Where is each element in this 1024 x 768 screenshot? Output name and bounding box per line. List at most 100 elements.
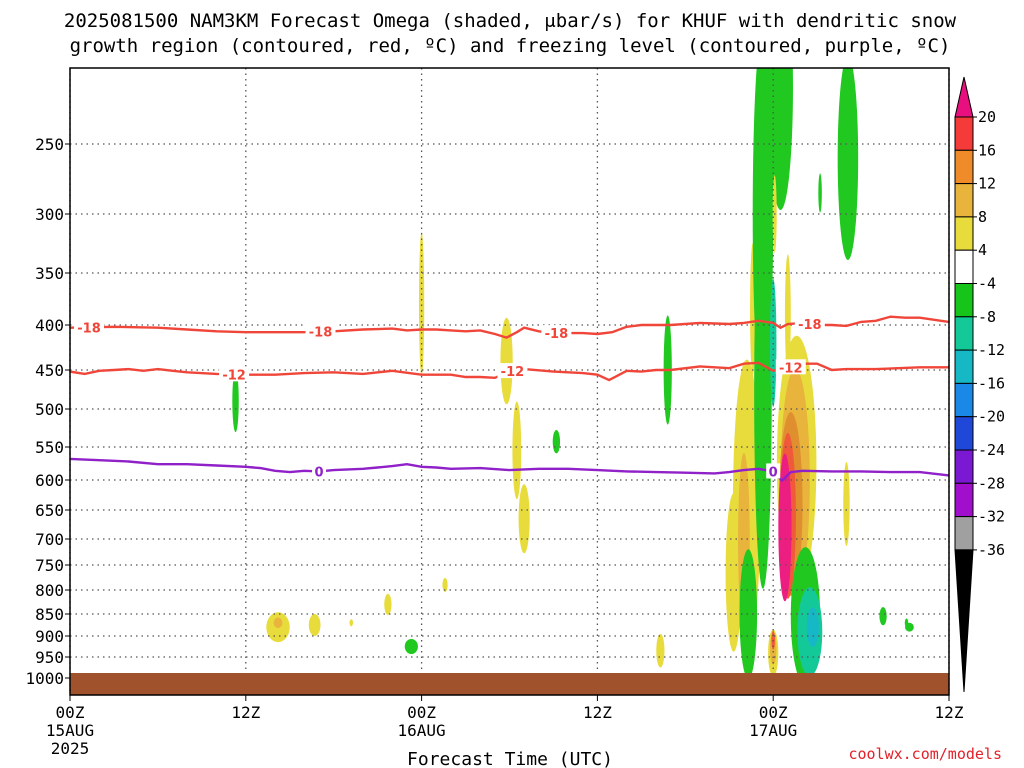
dgz-minus12-contour-label: -12	[779, 361, 803, 376]
omega-blob	[349, 619, 354, 627]
colorbar-bottom-arrow	[954, 549, 974, 693]
colorbar-band	[954, 216, 974, 251]
omega-blob	[308, 614, 321, 636]
x-tick-label: 00Z	[407, 703, 436, 722]
colorbar-band	[954, 316, 974, 351]
colorbar-top-arrow	[954, 76, 974, 118]
omega-blob	[784, 254, 791, 375]
omega-blob	[404, 638, 418, 655]
y-tick-label: 750	[35, 556, 64, 575]
plot-frame	[69, 67, 950, 696]
dgz-minus18-contour-label-bg	[541, 325, 572, 341]
x-axis-label: Forecast Time (UTC)	[407, 749, 613, 768]
colorbar-label: -36	[978, 541, 1005, 559]
dgz-minus18-contour-label: -18	[545, 327, 569, 342]
colorbar-band	[954, 249, 974, 284]
y-tick-label: 900	[35, 627, 64, 646]
colorbar-label: -32	[978, 508, 1005, 526]
colorbar-band	[954, 116, 974, 151]
credit-text: coolwx.com/models	[848, 745, 1002, 763]
x-tick-label: 12Z	[935, 703, 964, 722]
colorbar-band	[954, 482, 974, 518]
dgz-minus12-contour-label: -12	[501, 365, 525, 380]
omega-blob	[500, 317, 513, 405]
y-tick-label: 450	[35, 361, 64, 380]
colorbar-band	[954, 349, 974, 384]
colorbar-label: -16	[978, 374, 1005, 392]
y-tick-label: 300	[35, 205, 64, 224]
omega-blob	[845, 68, 854, 210]
colorbar-band	[954, 382, 974, 418]
omega-blob	[768, 68, 793, 210]
omega-blob	[442, 578, 448, 592]
x-tick-date: 15AUG	[46, 721, 94, 740]
y-tick-label: 800	[35, 581, 64, 600]
dgz-minus12-contour-label-bg	[219, 366, 250, 382]
dgz-minus18-contour-label-bg	[794, 315, 825, 331]
dgz-minus18-contour-label: -18	[309, 326, 333, 341]
y-tick-label: 600	[35, 471, 64, 490]
omega-blob	[778, 453, 792, 602]
omega-blob	[754, 198, 772, 589]
colorbar-label: 20	[978, 108, 996, 126]
ground-band	[70, 673, 949, 695]
colorbar-label: 16	[978, 141, 996, 159]
colorbar-band	[954, 416, 974, 451]
omega-blob	[904, 618, 909, 628]
y-tick-label: 400	[35, 316, 64, 335]
dgz-minus18-contour-label-bg	[74, 319, 105, 335]
omega-blob	[273, 617, 283, 629]
omega-blob	[656, 633, 665, 668]
colorbar-label: 8	[978, 208, 987, 226]
colorbar-band	[954, 516, 974, 551]
omega-blob	[232, 370, 239, 433]
freezing-level-contour-label: 0	[315, 465, 324, 480]
chart-title-line1: 2025081500 NAM3KM Forecast Omega (shaded…	[64, 10, 957, 32]
y-tick-label: 1000	[25, 669, 64, 688]
omega-shading	[232, 68, 914, 686]
colorbar-label: -12	[978, 341, 1005, 359]
omega-blob	[512, 401, 522, 500]
omega-blob	[739, 549, 758, 679]
freezing-level-contour-line	[70, 457, 949, 483]
x-tick-label: 00Z	[759, 703, 788, 722]
x-tick-label: 00Z	[56, 703, 85, 722]
colorbar-label: -8	[978, 308, 996, 326]
omega-blob	[552, 429, 561, 454]
freezing-level-contour-label: 0	[769, 465, 778, 480]
dgz-minus12-contour-label: -12	[222, 368, 246, 383]
colorbar-band	[954, 283, 974, 318]
colorbar-label: -28	[978, 474, 1005, 492]
omega-blob	[818, 173, 822, 213]
colorbar-label: -24	[978, 441, 1005, 459]
freezing-level-contour-label-bg	[766, 463, 781, 479]
x-tick-year: 2025	[51, 739, 90, 758]
colorbar-band	[954, 149, 974, 185]
colorbar-label: 4	[978, 241, 987, 259]
x-tick-label: 12Z	[583, 703, 612, 722]
contour-lines: -18 -18 -18 -18 -12 -12 -12 0 0	[70, 315, 949, 483]
y-axis: 250 300 350 400 450 500 550 600 650 700 750 800 850 9…	[25, 135, 70, 688]
y-tick-label: 650	[35, 501, 64, 520]
y-tick-label: 950	[35, 648, 64, 667]
y-tick-label: 250	[35, 135, 64, 154]
dgz-minus12-contour-label-bg	[497, 363, 528, 379]
y-tick-label: 550	[35, 438, 64, 457]
y-tick-label: 500	[35, 400, 64, 419]
colorbar: 20 16 12 8 4 -4 -8 -12 -16 -20 -24 -28 -32 -36	[954, 76, 1005, 693]
dgz-minus18-contour-label-bg	[305, 323, 336, 339]
chart-title-line2: growth region (contoured, red, ºC) and f…	[70, 35, 951, 57]
omega-blob	[806, 607, 819, 648]
x-tick-date: 17AUG	[749, 721, 797, 740]
colorbar-band	[954, 183, 974, 218]
colorbar-band	[954, 449, 974, 484]
dgz-minus18-contour-label: -18	[77, 321, 101, 336]
omega-blob	[843, 462, 850, 546]
x-tick-label: 12Z	[231, 703, 260, 722]
dgz-minus18-contour-label: -18	[798, 318, 822, 333]
y-tick-label: 700	[35, 530, 64, 549]
omega-blob	[518, 484, 530, 554]
omega-blob	[384, 593, 392, 615]
